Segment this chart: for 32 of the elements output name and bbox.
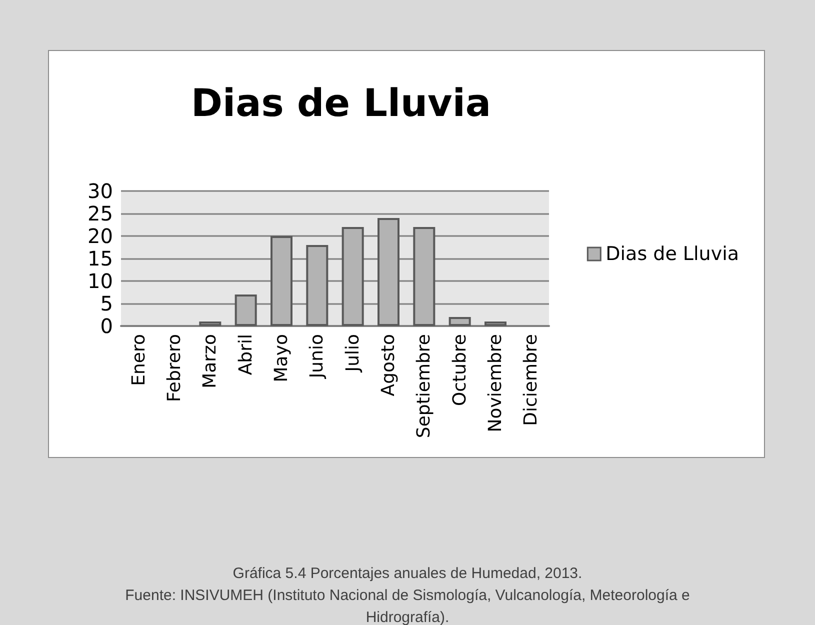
y-tick-label: 10 [88,269,113,293]
x-tick-label: Noviembre [485,334,506,432]
x-tick-label: Marzo [200,334,221,388]
x-tick-label: Septiembre [414,334,435,438]
bar [342,227,364,326]
bar [413,227,436,326]
x-tick-label: Agosto [378,334,399,396]
y-tick-label: 30 [88,179,113,203]
bar [306,245,328,326]
bar [378,218,400,326]
bar [234,294,257,326]
y-tick-label: 5 [100,292,113,316]
legend-label: Dias de Lluvia [606,243,740,265]
y-tick-label: 15 [88,246,113,270]
text: Gráfica 5.4 Porcentajes anuales de Humedad, 2013. [232,564,584,584]
x-tick-label: Julio [342,334,364,373]
bar [484,322,506,326]
x-tick-label: Mayo [271,334,292,382]
x-tick-label: Junio [306,334,328,380]
x-tick-label: Abril [235,334,256,376]
bar [448,317,471,326]
bar [199,322,222,326]
x-tick-label: Diciembre [520,334,542,426]
x-tick-label: Enero [128,334,150,386]
source-note: Fuente: INSIVUMEH (Instituto Nacional de Sismología, Vulcanología, Meteorología e Hidrografía). [124,586,691,625]
bar [270,236,292,326]
y-tick-label: 20 [88,224,113,248]
x-tick-label: Febrero [164,334,185,402]
x-tick-label: Octubre [449,334,470,406]
chart-title: Dias de Lluvia [191,81,491,125]
y-tick-label: 25 [88,202,113,226]
y-tick-label: 0 [100,314,113,338]
